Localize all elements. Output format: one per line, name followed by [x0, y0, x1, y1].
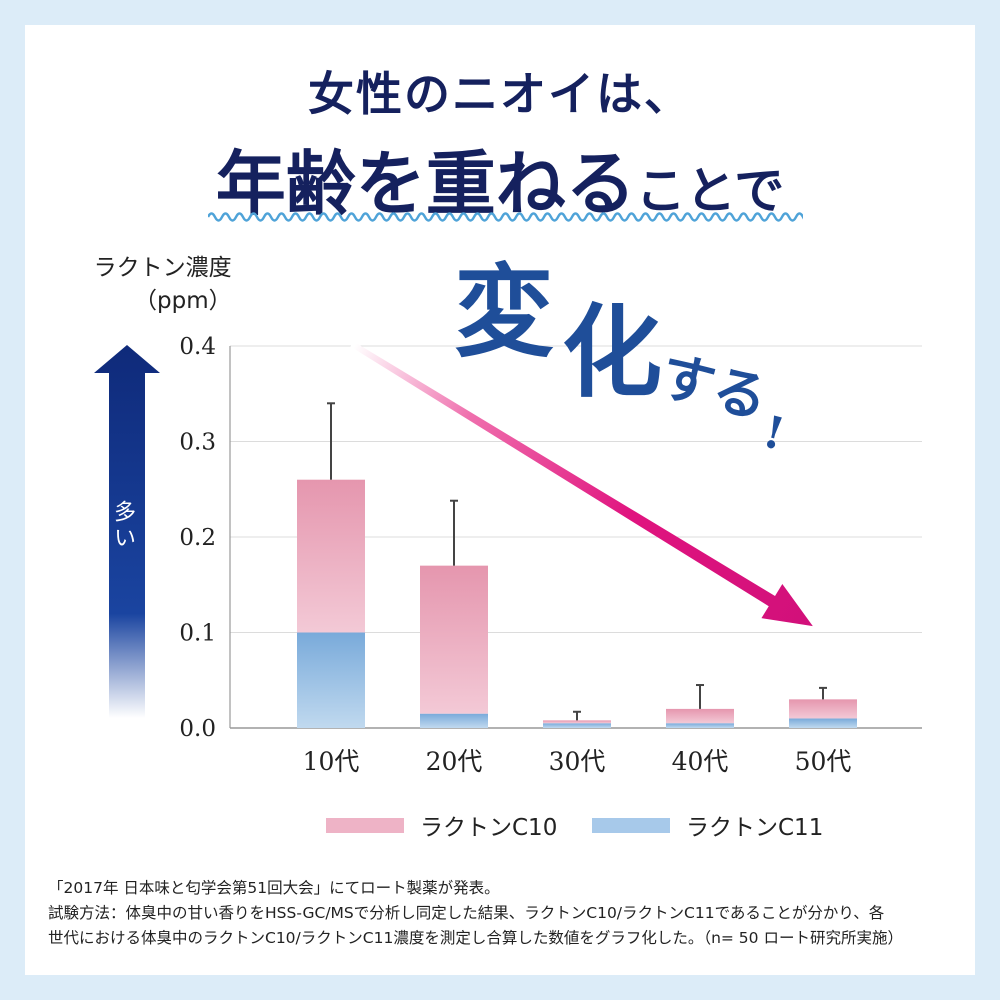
bar-c10 — [297, 479, 365, 633]
x-category-label: 20代 — [426, 747, 483, 776]
trend-arrow-shape — [350, 341, 813, 627]
bar-c11 — [297, 632, 365, 728]
footnote: 「2017年 日本味と匂学会第51回大会」にてロート製薬が発表。 試験方法：体臭… — [48, 876, 968, 951]
trend-arrow — [350, 341, 813, 627]
x-categories: 10代 20代 30代 40代 50代 — [303, 747, 852, 776]
bar-c10 — [543, 720, 611, 724]
x-category-label: 10代 — [303, 747, 360, 776]
y-axis-unit: （ppm） — [134, 288, 232, 315]
y-axis-title: ラクトン濃度 — [93, 255, 232, 281]
headline-emphasis: 年齢を重ねる — [215, 142, 636, 225]
increase-arrow-icon — [94, 345, 160, 718]
x-category-label: 40代 — [672, 747, 729, 776]
bar-c11 — [666, 723, 734, 728]
bar-c10 — [789, 699, 857, 719]
footnote-line3: 世代における体臭中のラクトンC10/ラクトンC11濃度を測定し合算した数値をグラ… — [48, 929, 903, 948]
bars — [297, 479, 857, 728]
headline-line2: 年齢を重ねることで — [0, 128, 1000, 229]
y-tick-label: 0.2 — [179, 525, 216, 551]
legend-label-c11: ラクトンC11 — [686, 815, 824, 841]
headline-line1: 女性のニオイは、 — [308, 67, 692, 121]
y-tick-label: 0.4 — [179, 334, 216, 360]
x-category-label: 50代 — [795, 747, 852, 776]
wave-underline — [208, 212, 803, 222]
bar-c11 — [543, 723, 611, 728]
y-ticks: 0.4 0.3 0.2 0.1 0.0 — [179, 334, 216, 742]
legend-label-c10: ラクトンC10 — [420, 815, 558, 841]
error-bars — [327, 402, 827, 721]
footnote-line1: 「2017年 日本味と匂学会第51回大会」にてロート製薬が発表。 — [48, 879, 500, 897]
legend-swatch-c11 — [592, 817, 670, 833]
bar-c10 — [666, 708, 734, 724]
y-tick-label: 0.3 — [179, 430, 216, 456]
legend-swatch-c10 — [326, 817, 404, 833]
y-axis-label: ラクトン濃度 （ppm） — [70, 252, 232, 319]
headline-suffix: ことで — [635, 161, 785, 220]
bar-c11 — [789, 718, 857, 728]
callout-char-2: 化 — [562, 293, 662, 411]
y-tick-label: 0.1 — [179, 621, 216, 647]
bar-c11 — [420, 713, 488, 728]
y-tick-label: 0.0 — [179, 716, 216, 742]
legend-c11: ラクトンC11 — [592, 808, 823, 842]
x-category-label: 30代 — [549, 747, 606, 776]
card-background — [25, 25, 975, 975]
bar-c10 — [420, 565, 488, 714]
callout-char-1: 変 — [454, 253, 554, 371]
footnote-line2: 試験方法：体臭中の甘い香りをHSS-GC/MSで分析し同定した結果、ラクトンC1… — [48, 904, 885, 923]
legend-c10: ラクトンC10 — [326, 808, 557, 842]
more-label: 多い — [110, 500, 135, 552]
